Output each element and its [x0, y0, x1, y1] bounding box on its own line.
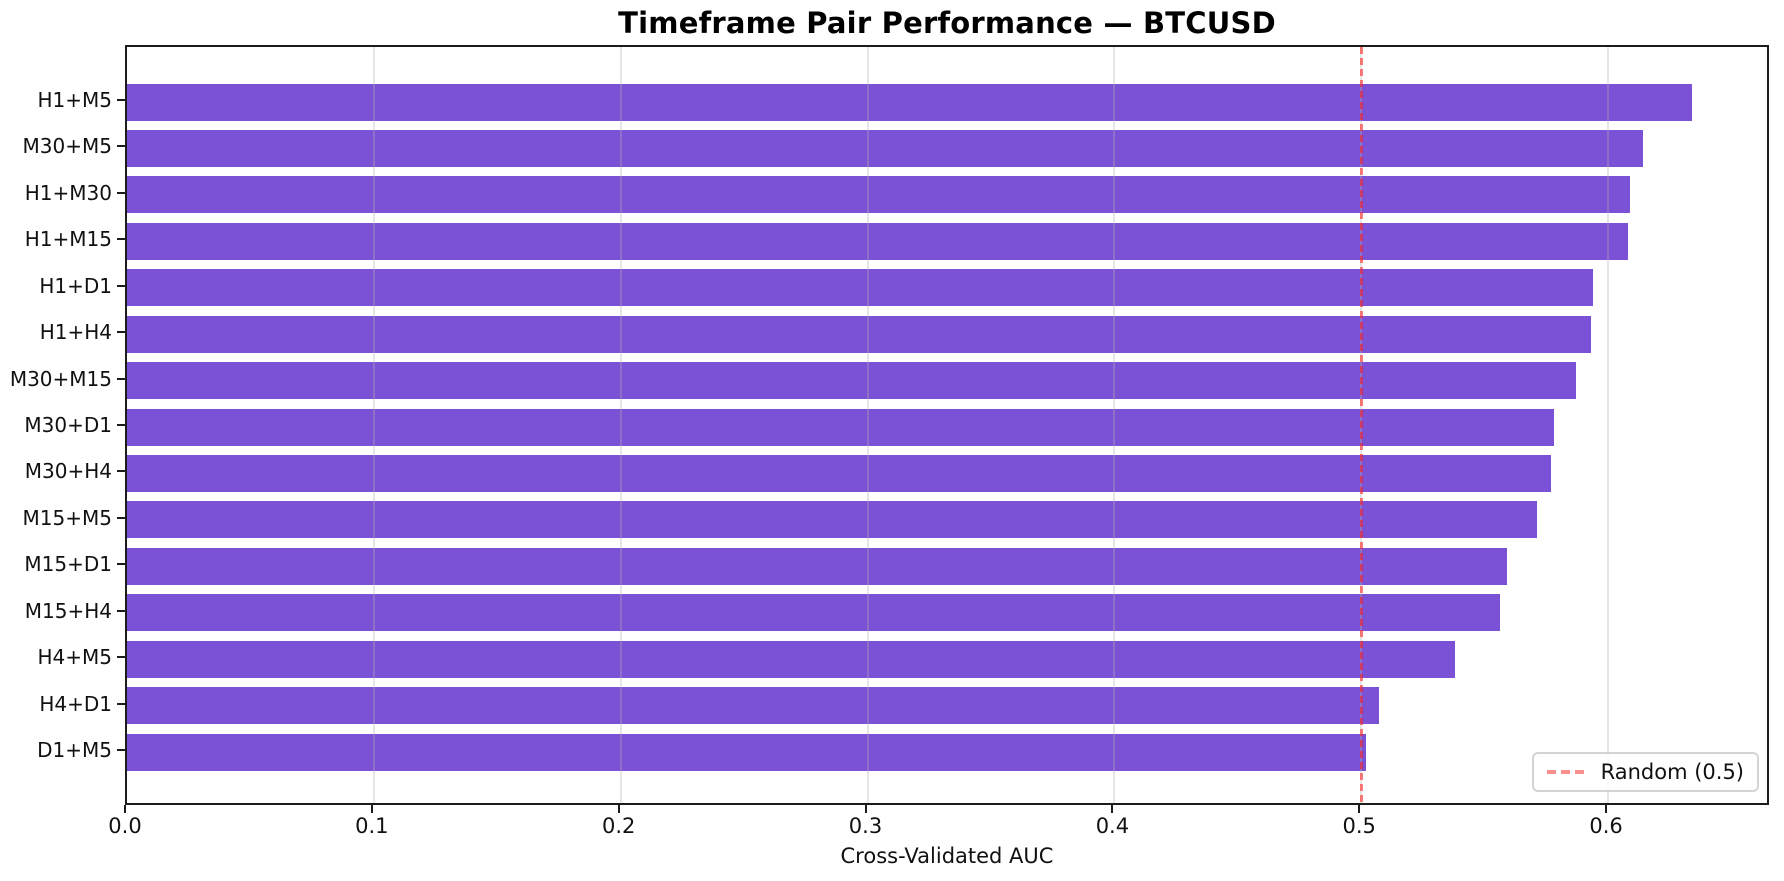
bar [127, 129, 1643, 167]
y-tick-mark [117, 191, 125, 194]
bar [127, 408, 1554, 446]
y-tick-label: M30+H4 [24, 459, 112, 484]
chart-title: Timeframe Pair Performance — BTCUSD [618, 6, 1276, 40]
y-tick-label: H1+H4 [39, 320, 112, 345]
x-tick-label: 0.0 [108, 814, 142, 838]
x-tick-mark [1358, 805, 1361, 813]
dashed-line-icon [1546, 770, 1589, 774]
x-tick-label: 0.3 [848, 814, 883, 838]
bar [127, 176, 1631, 214]
x-axis-title: Cross-Validated AUC [840, 844, 1054, 868]
bar [127, 222, 1628, 260]
bar [127, 547, 1507, 585]
y-tick-mark [117, 99, 125, 101]
y-tick-mark [117, 424, 125, 426]
y-tick-label: M15+D1 [24, 552, 112, 577]
bar [127, 269, 1594, 307]
x-tick-label: 0.2 [601, 814, 636, 838]
y-tick-label: D1+M5 [37, 738, 112, 763]
y-tick-mark [117, 331, 125, 334]
y-tick-mark [117, 284, 125, 287]
bar [127, 501, 1537, 539]
y-tick-mark [117, 609, 125, 612]
x-tick-mark [1605, 805, 1608, 813]
x-tick-mark [124, 805, 126, 813]
x-tick-mark [864, 805, 867, 813]
gridline [866, 47, 869, 803]
gridline [1113, 47, 1116, 803]
y-tick-label: H1+M30 [24, 180, 112, 205]
x-tick-label: 0.1 [355, 814, 389, 838]
x-tick-label: 0.5 [1342, 814, 1376, 838]
random-baseline-line [1359, 47, 1363, 803]
plot-area: Random (0.5) [125, 45, 1769, 805]
bar [127, 687, 1379, 725]
y-tick-mark [117, 470, 125, 473]
y-tick-label: H1+M15 [24, 227, 112, 252]
bar [127, 594, 1500, 632]
x-tick-mark [617, 805, 620, 813]
legend: Random (0.5) [1531, 752, 1759, 792]
x-tick-mark [370, 805, 373, 813]
y-tick-label: M30+M15 [9, 366, 112, 391]
y-tick-mark [117, 749, 125, 752]
y-tick-mark [117, 145, 125, 148]
gridline [619, 47, 622, 803]
y-tick-label: M15+M5 [22, 505, 112, 530]
y-tick-mark [117, 702, 125, 705]
bar [127, 640, 1455, 678]
gridline [1607, 47, 1610, 803]
y-tick-label: M15+H4 [24, 598, 112, 623]
y-tick-label: H4+M5 [37, 645, 112, 670]
bar [127, 315, 1591, 353]
y-tick-label: H1+M5 [37, 88, 112, 112]
y-tick-label: H1+D1 [39, 273, 112, 298]
x-tick-label: 0.6 [1589, 814, 1623, 838]
y-tick-mark [117, 563, 125, 566]
y-tick-mark [117, 656, 125, 659]
bar [127, 454, 1552, 492]
y-tick-mark [117, 377, 125, 380]
y-tick-label: H4+D1 [39, 691, 112, 716]
y-tick-mark [117, 516, 125, 519]
bar [127, 362, 1576, 400]
bar [127, 733, 1367, 771]
gridline [372, 47, 375, 803]
x-tick-label: 0.4 [1095, 814, 1130, 838]
y-tick-mark [117, 238, 125, 241]
y-tick-label: M30+D1 [24, 413, 112, 437]
legend-label: Random (0.5) [1600, 760, 1744, 784]
y-tick-label: M30+M5 [22, 134, 112, 159]
bar [127, 83, 1692, 121]
x-tick-mark [1111, 805, 1114, 813]
